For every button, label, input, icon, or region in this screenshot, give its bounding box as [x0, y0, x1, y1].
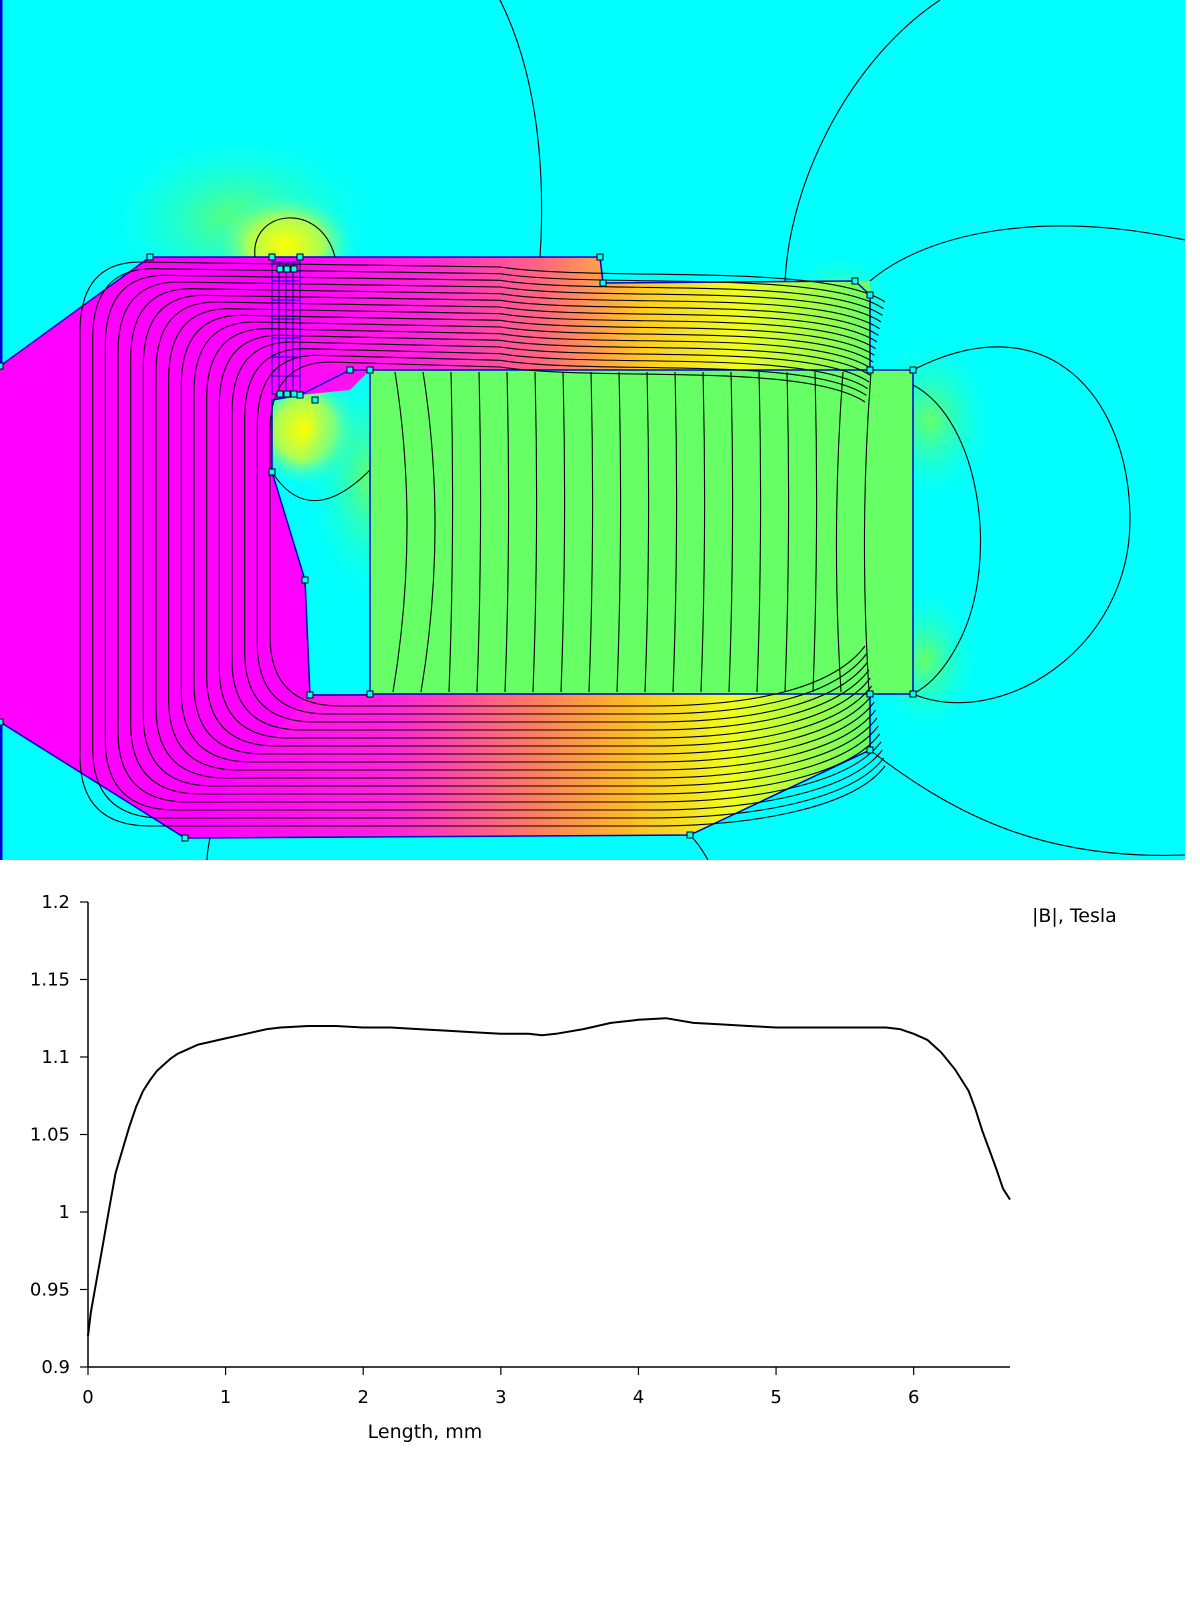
mesh-node: [276, 265, 284, 273]
mesh-node: [290, 265, 298, 273]
y-tick-label: 1.1: [41, 1047, 70, 1068]
flux-line: [812, 371, 818, 693]
mesh-node: [311, 396, 319, 404]
mesh-node: [866, 690, 874, 698]
mesh-node: [146, 253, 154, 261]
flux-line: [784, 371, 790, 693]
flux-line: [117, 281, 882, 803]
flux-line: [912, 346, 1131, 704]
flux-line: [142, 294, 879, 787]
mesh-node: [290, 390, 298, 398]
flux-line: [756, 371, 762, 693]
flux-line: [180, 314, 875, 763]
flux-line: [728, 371, 734, 693]
flux-line: [420, 371, 436, 693]
x-tick-label: 6: [908, 1387, 919, 1408]
y-tick-label: 1.15: [30, 970, 70, 991]
flux-line: [271, 469, 371, 502]
flux-line: [392, 371, 408, 693]
flux-line: [155, 301, 878, 779]
mesh-node: [851, 277, 859, 285]
mesh-node: [306, 691, 314, 699]
flux-line: [254, 217, 336, 258]
flux-line: [130, 288, 881, 795]
y-tick-label: 1.2: [41, 892, 70, 913]
x-tick-label: 0: [82, 1387, 93, 1408]
flux-line: [269, 361, 866, 707]
field-plot: [0, 0, 1185, 860]
mesh-node: [599, 279, 607, 287]
flux-line: [672, 371, 678, 693]
mesh-node: [366, 366, 374, 374]
flux-line: [104, 274, 883, 811]
flux-line: [700, 371, 706, 693]
x-tick-label: 4: [633, 1387, 644, 1408]
flux-line: [560, 371, 566, 693]
mesh-node: [909, 690, 917, 698]
flux-line: [206, 328, 873, 747]
mesh-node: [0, 718, 4, 726]
flux-line: [616, 371, 622, 693]
mesh-node: [866, 291, 874, 299]
flux-lines: [79, 0, 1185, 860]
flux-line: [218, 334, 871, 739]
flux-line: [256, 354, 867, 715]
mesh-node: [268, 468, 276, 476]
x-axis: 0 1 2 3 4 5 6: [82, 1366, 1010, 1408]
mesh-node: [909, 366, 917, 374]
mesh-node: [686, 831, 694, 839]
flux-line: [912, 384, 982, 695]
flux-line: [168, 308, 877, 771]
flux-line: [588, 371, 594, 693]
flux-line: [863, 371, 872, 693]
flux-line: [499, 0, 543, 258]
flux-line: [869, 225, 1185, 282]
flux-line: [206, 837, 211, 860]
flux-line: [504, 371, 510, 693]
mesh-node: [366, 690, 374, 698]
flux-line: [532, 371, 538, 693]
flux-line: [79, 261, 886, 827]
mesh-node: [276, 390, 284, 398]
flux-line: [835, 371, 844, 693]
y-axis: 0.9 0.95 1 1.05 1.1 1.15 1.2: [30, 892, 89, 1378]
b-field-line-chart: 0.9 0.95 1 1.05 1.1 1.15 1.2 0 1 2 3 4 5 6 |B|, Tesl…: [30, 892, 1117, 1443]
flux-line: [448, 371, 454, 693]
mesh-node: [283, 390, 291, 398]
x-tick-label: 1: [220, 1387, 231, 1408]
y-tick-label: 0.9: [41, 1357, 70, 1378]
y-tick-label: 1: [59, 1202, 70, 1223]
y-tick-label: 1.05: [30, 1125, 70, 1146]
flux-line: [784, 0, 941, 282]
x-axis-title: Length, mm: [368, 1421, 483, 1443]
mesh-node: [283, 265, 291, 273]
y-axis-title: |B|, Tesla: [1032, 905, 1117, 927]
mesh-node: [296, 391, 304, 399]
x-tick-label: 3: [495, 1387, 506, 1408]
mesh-node: [596, 253, 604, 261]
mesh-node: [866, 366, 874, 374]
flux-line: [92, 268, 885, 819]
core-magnet: [370, 370, 913, 694]
flux-line: [244, 348, 869, 723]
x-tick-label: 5: [770, 1387, 781, 1408]
flux-line: [193, 321, 874, 755]
y-tick-label: 0.95: [30, 1280, 70, 1301]
flux-line: [231, 341, 870, 731]
mesh-node: [301, 576, 309, 584]
flux-line: [644, 371, 650, 693]
mesh-nodes: [0, 253, 917, 842]
x-tick-label: 2: [357, 1387, 368, 1408]
series-line-b-field: [87, 1017, 1011, 1337]
mesh-node: [181, 834, 189, 842]
mesh-node: [268, 253, 276, 261]
core-boundary: [0, 256, 914, 839]
mesh-node: [0, 362, 4, 370]
mesh-node: [296, 253, 304, 261]
mesh-node: [866, 746, 874, 754]
flux-line: [869, 749, 1185, 856]
flux-line: [476, 371, 482, 693]
mesh-node: [346, 366, 354, 374]
